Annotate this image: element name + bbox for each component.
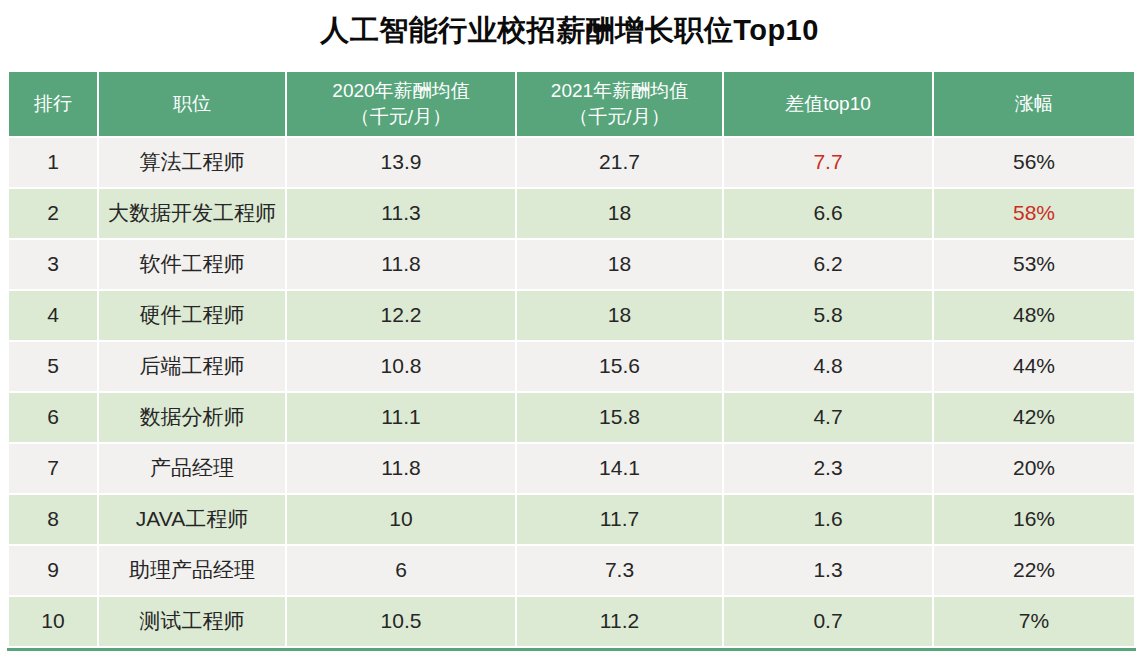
cell-salary-2020: 12.2	[287, 291, 515, 340]
cell-rank: 4	[9, 291, 97, 340]
cell-position: 测试工程师	[99, 597, 285, 646]
cell-growth: 48%	[934, 291, 1134, 340]
cell-salary-2021: 18	[517, 240, 722, 289]
table-header: 排行 职位 2020年薪酬均值（千元/月） 2021年薪酬均值（千元/月） 差值…	[9, 72, 1134, 136]
cell-rank: 2	[9, 189, 97, 238]
cell-rank: 8	[9, 495, 97, 544]
cell-growth: 56%	[934, 138, 1134, 187]
cell-rank: 5	[9, 342, 97, 391]
cell-rank: 9	[9, 546, 97, 595]
header-label: 排行	[34, 93, 72, 114]
cell-salary-2020: 10.5	[287, 597, 515, 646]
cell-growth: 58%	[934, 189, 1134, 238]
cell-salary-2021: 15.6	[517, 342, 722, 391]
cell-growth: 7%	[934, 597, 1134, 646]
cell-diff: 4.7	[724, 393, 932, 442]
cell-diff: 7.7	[724, 138, 932, 187]
table-row: 2 大数据开发工程师 11.3 18 6.6 58%	[9, 189, 1134, 238]
table-row: 10 测试工程师 10.5 11.2 0.7 7%	[9, 597, 1134, 646]
table-row: 3 软件工程师 11.8 18 6.2 53%	[9, 240, 1134, 289]
salary-growth-table: 排行 职位 2020年薪酬均值（千元/月） 2021年薪酬均值（千元/月） 差值…	[7, 70, 1136, 651]
cell-diff: 2.3	[724, 444, 932, 493]
table-row: 5 后端工程师 10.8 15.6 4.8 44%	[9, 342, 1134, 391]
cell-diff: 1.6	[724, 495, 932, 544]
cell-salary-2021: 11.2	[517, 597, 722, 646]
cell-diff: 6.6	[724, 189, 932, 238]
cell-diff: 6.2	[724, 240, 932, 289]
cell-position: 后端工程师	[99, 342, 285, 391]
cell-salary-2021: 11.7	[517, 495, 722, 544]
col-header-position: 职位	[99, 72, 285, 136]
cell-rank: 1	[9, 138, 97, 187]
cell-diff: 0.7	[724, 597, 932, 646]
table-body: 1 算法工程师 13.9 21.7 7.7 56% 2 大数据开发工程师 11.…	[9, 138, 1134, 646]
col-header-rank: 排行	[9, 72, 97, 136]
table-row: 6 数据分析师 11.1 15.8 4.7 42%	[9, 393, 1134, 442]
cell-salary-2020: 10	[287, 495, 515, 544]
cell-position: 软件工程师	[99, 240, 285, 289]
cell-growth: 44%	[934, 342, 1134, 391]
header-label: 2021年薪酬均值	[517, 78, 722, 104]
cell-diff: 1.3	[724, 546, 932, 595]
cell-salary-2021: 21.7	[517, 138, 722, 187]
cell-salary-2020: 11.8	[287, 240, 515, 289]
cell-salary-2020: 11.8	[287, 444, 515, 493]
table-row: 8 JAVA工程师 10 11.7 1.6 16%	[9, 495, 1134, 544]
cell-growth: 42%	[934, 393, 1134, 442]
table-row: 1 算法工程师 13.9 21.7 7.7 56%	[9, 138, 1134, 187]
table-row: 7 产品经理 11.8 14.1 2.3 20%	[9, 444, 1134, 493]
header-label: 差值top10	[785, 93, 871, 114]
col-header-growth: 涨幅	[934, 72, 1134, 136]
cell-rank: 6	[9, 393, 97, 442]
header-row: 排行 职位 2020年薪酬均值（千元/月） 2021年薪酬均值（千元/月） 差值…	[9, 72, 1134, 136]
cell-diff: 5.8	[724, 291, 932, 340]
col-header-salary-2020: 2020年薪酬均值（千元/月）	[287, 72, 515, 136]
cell-salary-2020: 6	[287, 546, 515, 595]
cell-salary-2020: 11.1	[287, 393, 515, 442]
cell-position: 产品经理	[99, 444, 285, 493]
header-sublabel: （千元/月）	[287, 104, 515, 130]
cell-position: 数据分析师	[99, 393, 285, 442]
col-header-diff: 差值top10	[724, 72, 932, 136]
cell-position: 硬件工程师	[99, 291, 285, 340]
cell-position: 助理产品经理	[99, 546, 285, 595]
cell-salary-2020: 13.9	[287, 138, 515, 187]
header-sublabel: （千元/月）	[517, 104, 722, 130]
cell-salary-2020: 11.3	[287, 189, 515, 238]
header-label: 涨幅	[1015, 93, 1053, 114]
cell-rank: 3	[9, 240, 97, 289]
cell-growth: 20%	[934, 444, 1134, 493]
cell-salary-2021: 18	[517, 189, 722, 238]
cell-position: 算法工程师	[99, 138, 285, 187]
cell-position: 大数据开发工程师	[99, 189, 285, 238]
cell-diff: 4.8	[724, 342, 932, 391]
cell-rank: 7	[9, 444, 97, 493]
cell-rank: 10	[9, 597, 97, 646]
col-header-salary-2021: 2021年薪酬均值（千元/月）	[517, 72, 722, 136]
cell-salary-2021: 15.8	[517, 393, 722, 442]
cell-position: JAVA工程师	[99, 495, 285, 544]
table-row: 4 硬件工程师 12.2 18 5.8 48%	[9, 291, 1134, 340]
header-label: 职位	[173, 93, 211, 114]
cell-salary-2021: 14.1	[517, 444, 722, 493]
page-title: 人工智能行业校招薪酬增长职位Top10	[0, 13, 1139, 48]
header-label: 2020年薪酬均值	[287, 78, 515, 104]
cell-salary-2021: 18	[517, 291, 722, 340]
cell-salary-2020: 10.8	[287, 342, 515, 391]
cell-salary-2021: 7.3	[517, 546, 722, 595]
cell-growth: 16%	[934, 495, 1134, 544]
cell-growth: 53%	[934, 240, 1134, 289]
cell-growth: 22%	[934, 546, 1134, 595]
table-row: 9 助理产品经理 6 7.3 1.3 22%	[9, 546, 1134, 595]
